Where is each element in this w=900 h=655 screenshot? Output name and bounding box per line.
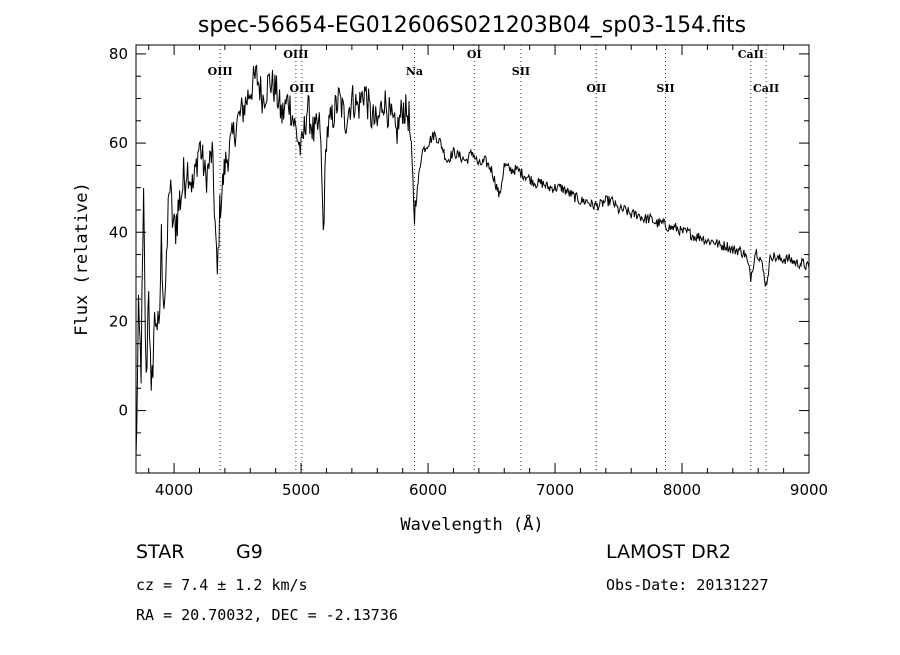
object-class: STAR <box>136 541 184 563</box>
plot-frame <box>135 44 810 474</box>
line-marker-label: OII <box>586 82 606 95</box>
redshift-velocity: cz = 7.4 ± 1.2 km/s <box>136 576 308 594</box>
coordinates: RA = 20.70032, DEC = -2.13736 <box>136 606 398 624</box>
survey-name: LAMOST DR2 <box>606 541 731 563</box>
y-axis-label: Flux (relative) <box>72 182 92 336</box>
line-marker-label: OIII <box>289 82 314 95</box>
y-tick-label: 20 <box>109 312 128 330</box>
line-marker-label: OIII <box>208 65 233 78</box>
line-marker-label: OIII <box>283 48 308 61</box>
x-tick-label: 4000 <box>155 481 193 499</box>
chart-title: spec-56654-EG012606S021203B04_sp03-154.f… <box>198 13 746 38</box>
line-marker-label: SII <box>656 82 674 95</box>
x-tick-label: 6000 <box>409 481 447 499</box>
x-tick-label: 9000 <box>790 481 828 499</box>
spectrum-line <box>135 64 810 456</box>
y-tick-label: 0 <box>118 402 128 420</box>
line-marker-label: CaII <box>753 82 779 95</box>
line-marker-label: Na <box>406 65 423 78</box>
line-marker-label: SII <box>512 65 530 78</box>
y-tick-label: 80 <box>109 45 128 63</box>
line-markers: OIII OIII OIII Na OI SII OII SII CaII CaII <box>208 45 779 473</box>
x-axis-label: Wavelength (Å) <box>400 513 543 535</box>
y-tick-label: 40 <box>109 223 128 241</box>
y-tick-label: 60 <box>109 134 128 152</box>
x-tick-label: 5000 <box>282 481 320 499</box>
line-marker-label: CaII <box>738 48 764 61</box>
observation-date: Obs-Date: 20131227 <box>606 576 769 594</box>
x-tick-label: 7000 <box>536 481 574 499</box>
object-subclass: G9 <box>236 541 263 563</box>
axis-ticks: 4000 5000 6000 7000 8000 9000 0 20 40 60 80 <box>109 45 828 499</box>
line-marker-label: OI <box>467 48 482 61</box>
x-tick-label: 8000 <box>663 481 701 499</box>
